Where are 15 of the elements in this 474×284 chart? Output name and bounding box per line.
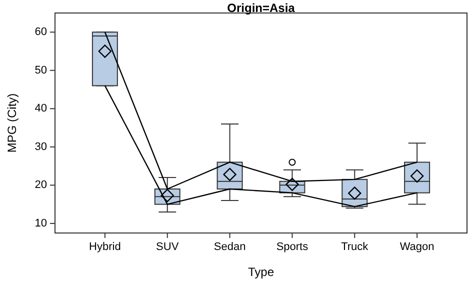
x-tick-label: Wagon — [400, 241, 434, 253]
y-tick-label: 50 — [34, 64, 47, 76]
chart-title: Origin=Asia — [227, 1, 296, 16]
y-tick-label: 60 — [34, 26, 47, 38]
x-tick-label: SUV — [156, 241, 180, 253]
y-tick-label: 30 — [34, 140, 47, 153]
y-tick-label: 40 — [34, 102, 47, 115]
x-tick-label: Truck — [341, 241, 369, 253]
y-axis-title: MPG (City) — [5, 93, 19, 153]
x-tick-label: Sedan — [214, 241, 246, 253]
y-tick-label: 20 — [34, 179, 47, 192]
y-tick-label: 10 — [34, 217, 47, 230]
x-tick-label: Hybrid — [89, 241, 121, 253]
x-axis-title: Type — [248, 265, 274, 279]
x-tick-label: Sports — [276, 241, 309, 253]
